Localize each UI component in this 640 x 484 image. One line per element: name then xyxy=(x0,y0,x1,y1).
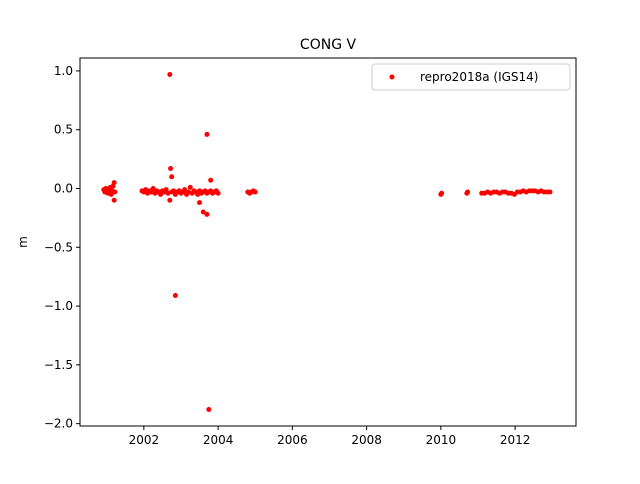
legend-marker xyxy=(389,74,395,80)
x-tick-label: 2012 xyxy=(500,433,531,447)
y-tick-label: −2.0 xyxy=(44,417,73,431)
data-point xyxy=(167,197,173,203)
data-point xyxy=(169,174,175,180)
data-point xyxy=(204,211,210,217)
data-point xyxy=(168,166,174,172)
data-point xyxy=(439,190,445,196)
y-tick-label: −1.0 xyxy=(44,299,73,313)
x-tick-label: 2010 xyxy=(426,433,457,447)
data-point xyxy=(172,292,178,298)
legend-label: repro2018a (IGS14) xyxy=(420,70,538,84)
data-point xyxy=(204,131,210,137)
data-point xyxy=(465,189,471,195)
y-tick-label: 0.5 xyxy=(54,123,73,137)
data-point xyxy=(150,186,156,192)
data-point xyxy=(208,177,214,183)
data-point xyxy=(112,189,118,195)
plot-frame xyxy=(79,57,577,427)
data-point xyxy=(215,190,221,196)
y-tick-label: −0.5 xyxy=(44,240,73,254)
data-point xyxy=(547,189,553,195)
data-point xyxy=(252,189,258,195)
data-point xyxy=(111,197,117,203)
chart-title: CONG V xyxy=(300,37,357,53)
x-tick-label: 2008 xyxy=(351,433,382,447)
y-tick-label: 1.0 xyxy=(54,64,73,78)
data-point xyxy=(167,71,173,77)
data-point xyxy=(182,187,188,193)
x-tick-label: 2002 xyxy=(129,433,160,447)
data-point xyxy=(206,407,212,413)
data-point xyxy=(111,180,117,186)
y-tick-label: 0.0 xyxy=(54,182,73,196)
y-tick-label: −1.5 xyxy=(44,358,73,372)
legend-box xyxy=(371,63,571,91)
x-tick-label: 2006 xyxy=(277,433,308,447)
data-point xyxy=(197,200,203,206)
data-point xyxy=(187,184,193,190)
x-tick-label: 2004 xyxy=(203,433,234,447)
data-point xyxy=(200,209,206,215)
y-axis-label: m xyxy=(16,236,30,248)
